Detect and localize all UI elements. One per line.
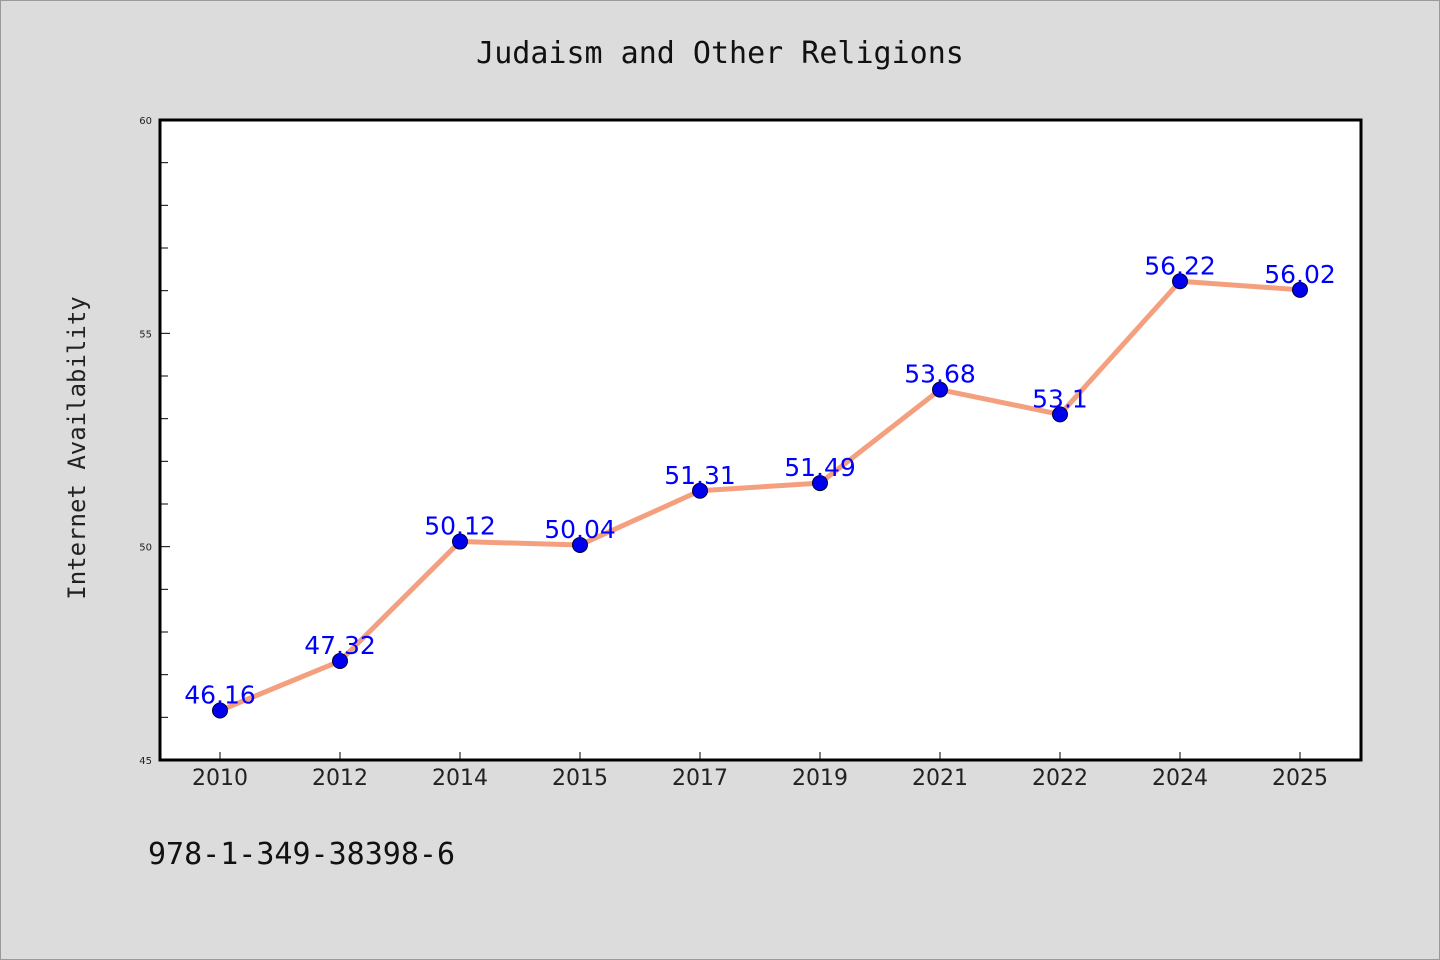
data-point xyxy=(1052,406,1068,423)
data-point xyxy=(932,381,948,398)
data-label: 53.68 xyxy=(904,360,976,389)
data-point xyxy=(1292,281,1308,298)
data-point xyxy=(212,702,228,719)
data-label: 53.1 xyxy=(1032,384,1088,413)
data-point xyxy=(332,653,348,670)
chart-title: Judaism and Other Religions xyxy=(476,36,964,71)
series-layer xyxy=(212,273,1308,719)
x-tick-label: 2019 xyxy=(792,766,848,791)
data-point xyxy=(812,475,828,492)
y-tick-label: 50 xyxy=(139,543,152,554)
y-tick-label: 45 xyxy=(139,756,152,767)
data-point xyxy=(692,482,708,499)
data-labels: 46.16 47.32 50.12 50.04 51.31 51.49 53.68 53.1 5… xyxy=(184,251,1336,709)
data-label: 46.16 xyxy=(184,681,256,710)
y-axis: 45 50 55 60 xyxy=(139,116,170,767)
x-tick-label: 2021 xyxy=(912,766,968,791)
x-axis: 2010 2012 2014 2015 2017 2019 2021 2022 2024 2025 xyxy=(192,752,1328,791)
x-tick-label: 2022 xyxy=(1032,766,1088,791)
data-label: 50.12 xyxy=(424,512,496,541)
data-label: 51.31 xyxy=(664,461,736,490)
data-point xyxy=(452,533,468,550)
x-tick-label: 2010 xyxy=(192,766,248,791)
data-label: 56.22 xyxy=(1144,251,1216,280)
series-line xyxy=(217,278,1303,714)
plot-area xyxy=(158,118,1363,762)
x-tick-label: 2012 xyxy=(312,766,368,791)
y-tick-label: 55 xyxy=(139,329,152,340)
data-label: 51.49 xyxy=(784,453,856,482)
data-point xyxy=(572,536,588,553)
data-label: 56.02 xyxy=(1264,260,1336,289)
x-tick-label: 2024 xyxy=(1152,766,1208,791)
x-tick-label: 2014 xyxy=(432,766,488,791)
x-tick-label: 2017 xyxy=(672,766,728,791)
y-axis-label: Internet Availability xyxy=(63,296,91,599)
y-tick-label: 60 xyxy=(139,116,152,127)
x-tick-label: 2015 xyxy=(552,766,608,791)
x-tick-label: 2025 xyxy=(1272,766,1328,791)
isbn-annotation: 978-1-349-38398-6 xyxy=(148,837,455,872)
data-point xyxy=(1172,273,1188,290)
data-label: 47.32 xyxy=(304,631,376,660)
data-label: 50.04 xyxy=(544,515,616,544)
